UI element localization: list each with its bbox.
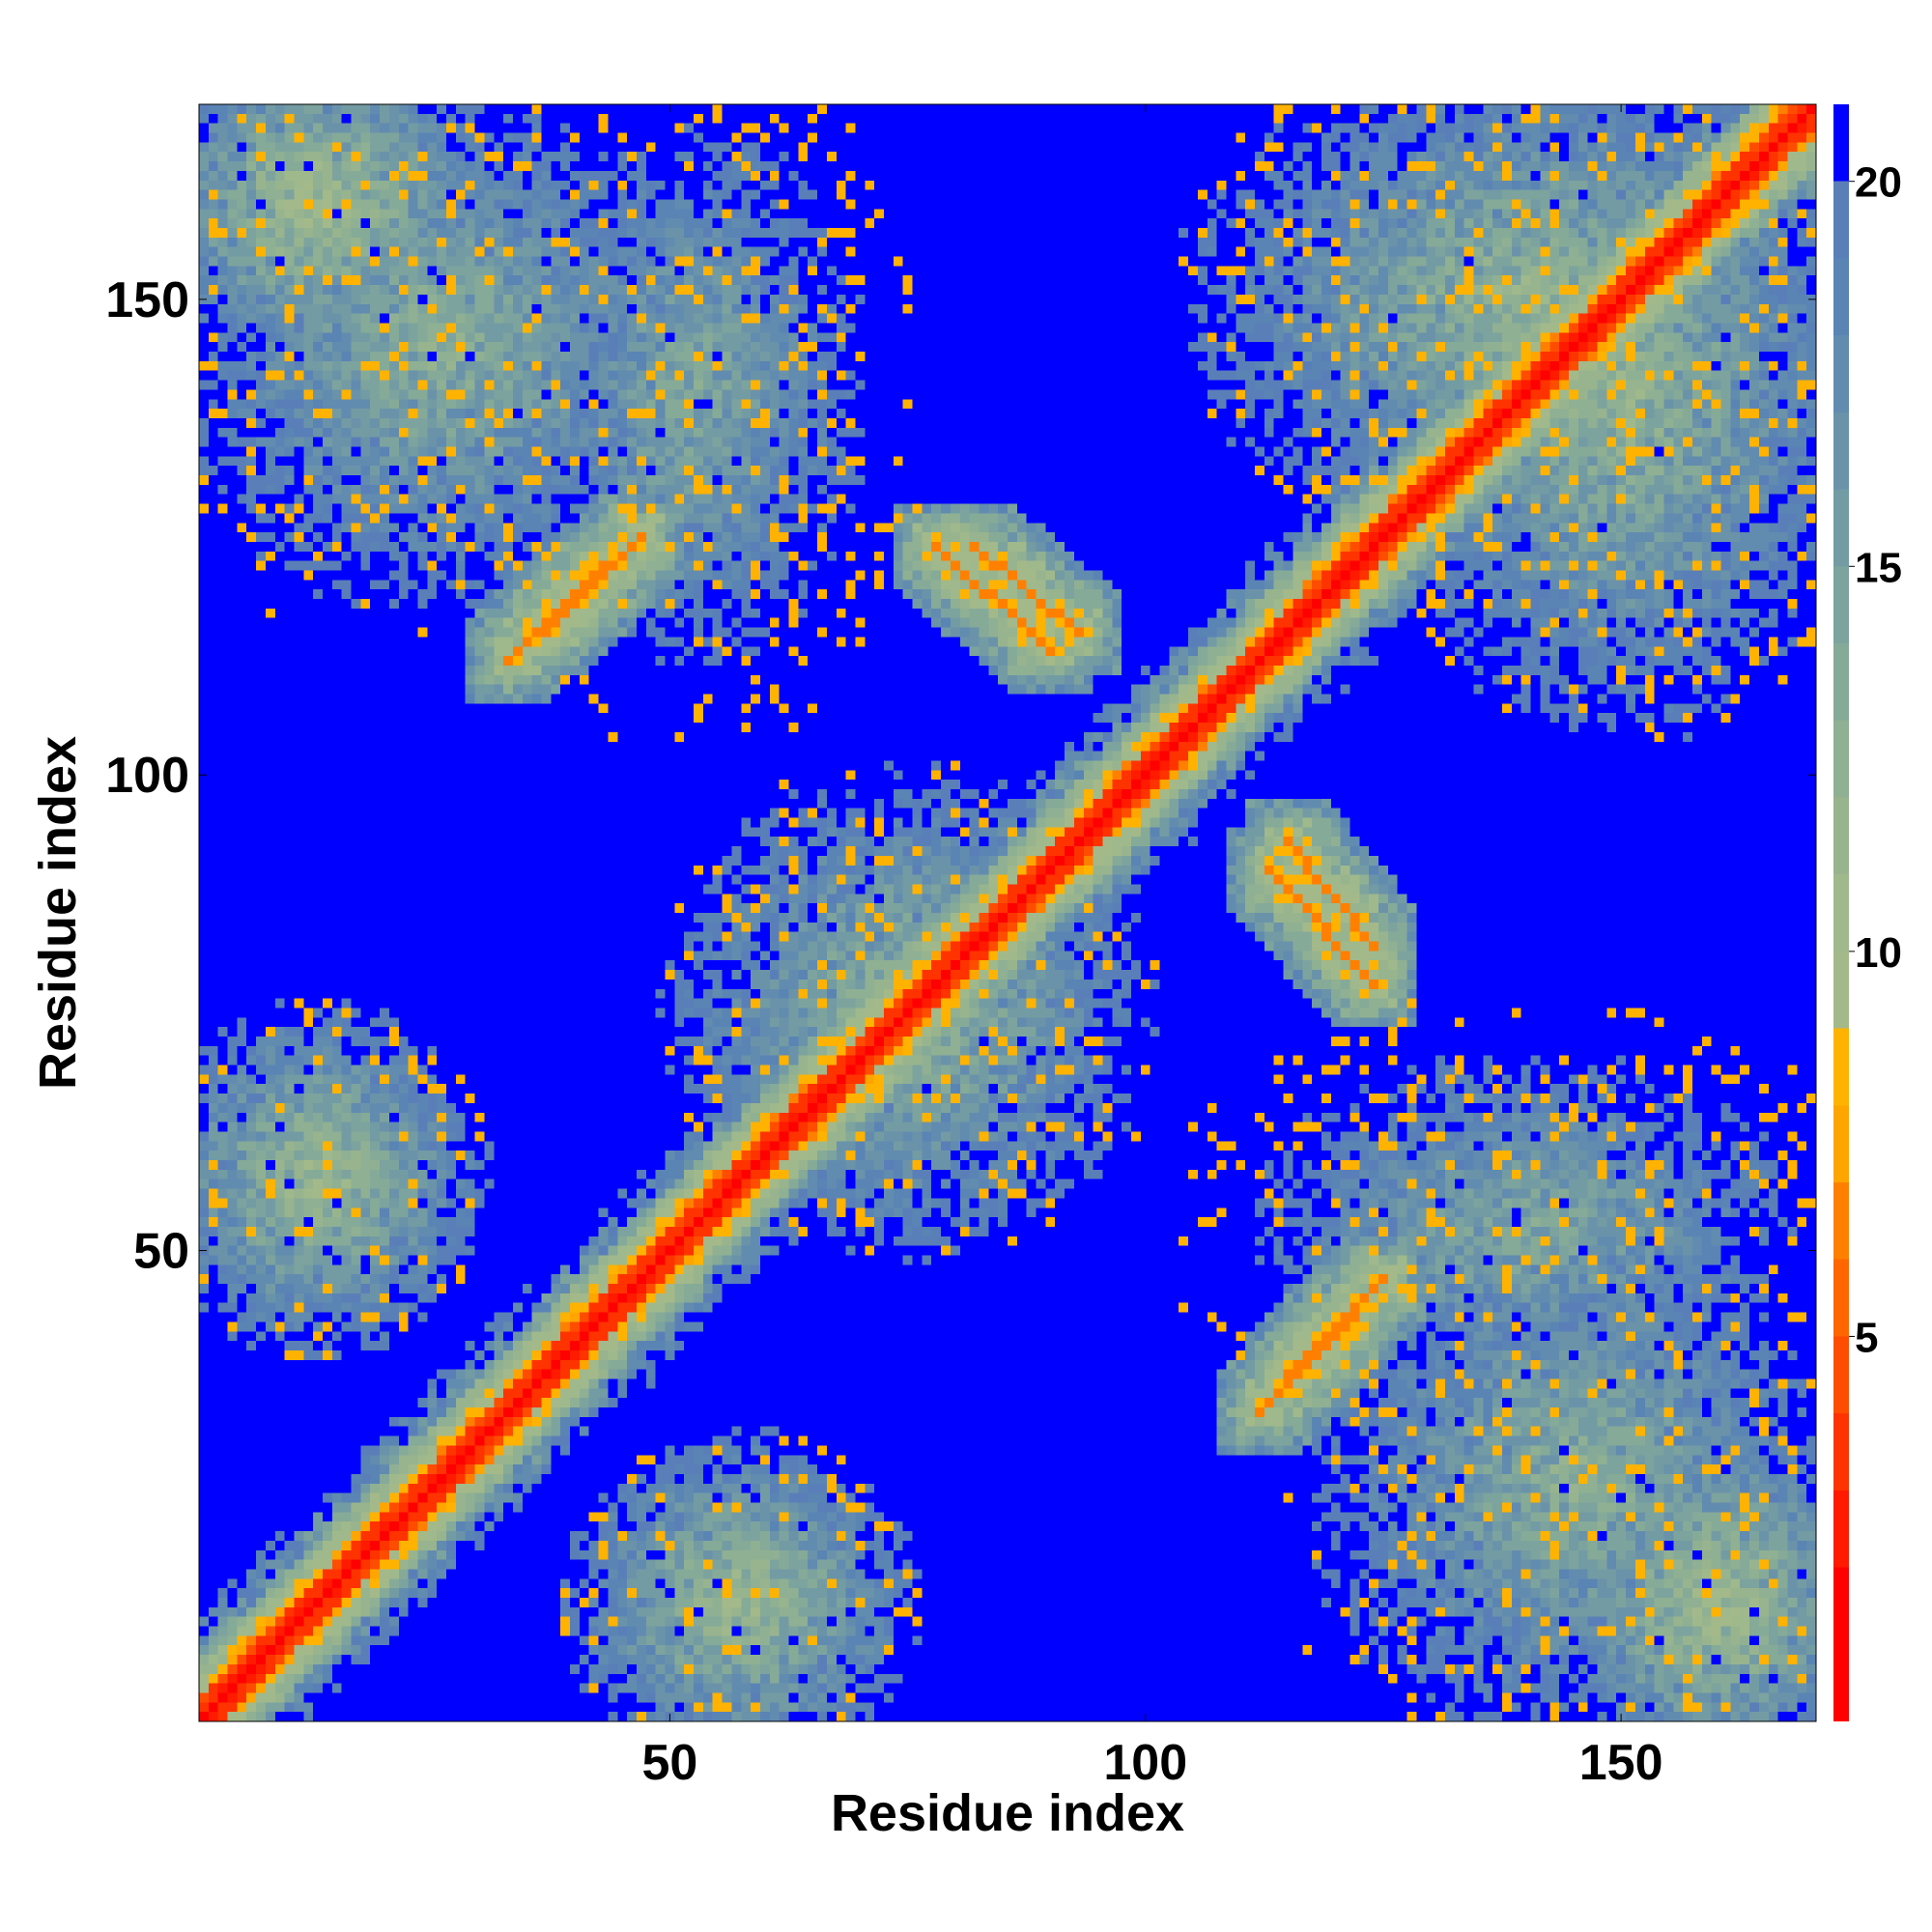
- contact-map-heatmap: [199, 104, 1816, 1721]
- x-tick-label: 150: [1579, 1735, 1663, 1791]
- x-axis-title: Residue index: [831, 1784, 1184, 1842]
- colorbar-tick-label: 5: [1855, 1314, 1878, 1361]
- colorbar-tick-label: 20: [1855, 159, 1902, 207]
- y-tick-label: 50: [133, 1224, 189, 1280]
- plot-frame: [198, 103, 1817, 1722]
- y-axis-ticks: 50 100 150: [105, 272, 1816, 1280]
- colorbar-tick-label: 10: [1855, 929, 1902, 977]
- y-tick-label: 150: [105, 272, 189, 328]
- y-axis-title: Residue index: [29, 736, 87, 1090]
- colorbar-tick-label: 15: [1855, 544, 1902, 591]
- x-tick-label: 50: [642, 1735, 698, 1791]
- colorbar-gradient: [1833, 104, 1849, 1721]
- x-tick-label: 100: [1103, 1735, 1187, 1791]
- colorbar-ticks: 5 10 15 20: [1849, 159, 1902, 1361]
- x-axis-ticks: 50 100 150: [642, 104, 1663, 1791]
- y-tick-label: 100: [105, 748, 189, 804]
